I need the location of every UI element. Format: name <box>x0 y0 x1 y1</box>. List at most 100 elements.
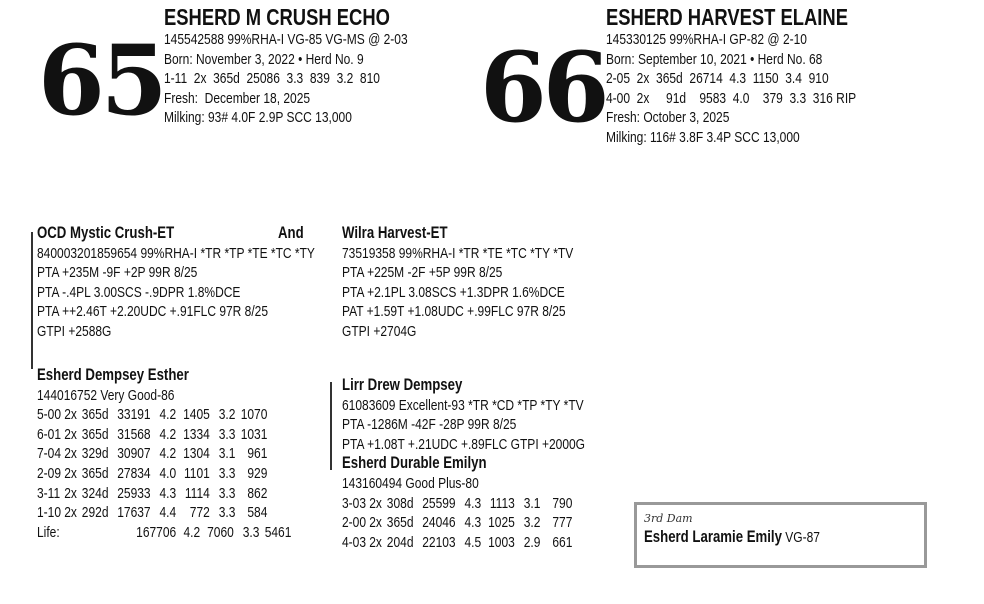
lot-66-line: Milking: 116# 3.8F 3.4P SCC 13,000 <box>606 128 800 146</box>
record-age: 4-03 <box>342 533 367 551</box>
record-age: 2-09 <box>37 464 62 482</box>
record-fat-pct: 4.4 <box>159 504 177 522</box>
record-milkings: 2x <box>64 445 77 463</box>
lot-66-line: Fresh: October 3, 2025 <box>606 109 730 127</box>
record-age: 5-00 <box>37 406 62 424</box>
record-pro: 584 <box>247 504 268 522</box>
sire-1-name: OCD Mystic Crush-ET <box>37 224 175 242</box>
lot-65-details: 145542588 99%RHA-I VG-85 VG-MS @ 2-03 Bo… <box>164 30 408 128</box>
sire-1-line: PTA ++2.46T +2.20UDC +.91FLC 97R 8/25 <box>37 303 269 321</box>
record-fat: 1113 <box>489 494 515 512</box>
record-fat: 1114 <box>184 484 210 502</box>
record-pro: 661 <box>552 533 573 551</box>
record-milkings: 2x <box>64 484 77 502</box>
record-row: 3-03 2x 308d 25599 4.3 1113 3.1 790 <box>342 494 585 514</box>
dam-1-life-row: Life: 167706 4.2 7060 3.3 5461 <box>37 523 291 543</box>
record-row: 1-10 2x 292d 17637 4.4 772 3.3 584 <box>37 503 291 523</box>
record-pro-pct: 3.3 <box>218 504 236 522</box>
record-age: 3-03 <box>342 494 367 512</box>
lot-66-line: 4-00 2x 91d 9583 4.0 379 3.3 316 RIP <box>606 89 857 107</box>
record-milk: 25933 <box>117 484 151 502</box>
record-milk: 22103 <box>422 533 456 551</box>
lot-66-line: Born: September 10, 2021 • Herd No. 68 <box>606 50 823 68</box>
record-row: 3-11 2x 324d 25933 4.3 1114 3.3 862 <box>37 484 291 504</box>
record-pro-pct: 3.3 <box>218 464 236 482</box>
record-fat-pct: 4.3 <box>464 514 482 532</box>
lot-65-line: 1-11 2x 365d 25086 3.3 839 3.2 810 <box>164 70 380 88</box>
lot-number-65: 65 <box>38 24 168 137</box>
sire-2-line: PTA +225M -2F +5P 99R 8/25 <box>342 264 503 282</box>
record-pro: 929 <box>247 464 268 482</box>
record-pro: 777 <box>552 514 573 532</box>
record-milkings: 2x <box>64 464 77 482</box>
record-days: 204d <box>386 533 414 551</box>
record-pro-pct: 3.1 <box>523 494 541 512</box>
record-fat: 1003 <box>488 533 515 551</box>
lot-66-name: ESHERD HARVEST ELAINE <box>606 4 848 30</box>
record-pro: 790 <box>552 494 573 512</box>
record-days: 329d <box>81 445 109 463</box>
record-days: 292d <box>81 504 109 522</box>
record-milk: 30907 <box>117 445 151 463</box>
lot-65-line: Fresh: December 18, 2025 <box>164 89 311 107</box>
record-row: 5-00 2x 365d 33191 4.2 1405 3.2 1070 <box>37 405 291 425</box>
record-fat-pct: 4.5 <box>464 533 482 551</box>
record-milk: 27834 <box>117 464 151 482</box>
third-dam-name: Esherd Laramie Emily <box>644 528 782 546</box>
sire-1-line: PTA +235M -9F +2P 99R 8/25 <box>37 264 198 282</box>
sire-1-line: GTPI +2588G <box>37 322 112 340</box>
record-days: 308d <box>386 494 414 512</box>
record-row: 4-03 2x 204d 22103 4.5 1003 2.9 661 <box>342 533 585 553</box>
third-dam-score: VG-87 <box>785 529 820 546</box>
record-fat: 772 <box>189 504 210 522</box>
lot-66-line: 2-05 2x 365d 26714 4.3 1150 3.4 910 <box>606 70 829 88</box>
third-dam-label: 3rd Dam <box>644 512 693 525</box>
dam-1-records: 5-00 2x 365d 33191 4.2 1405 3.2 1070 6-01 2x 365d 3… <box>37 405 291 523</box>
mgs-2-line: PTA +1.08T +.21UDC +.89FLC GTPI +2000G <box>342 435 586 453</box>
dam-1: Esherd Dempsey Esther 144016752 Very Goo… <box>37 366 291 542</box>
record-fat-pct: 4.2 <box>159 445 177 463</box>
record-fat: 1334 <box>183 425 210 443</box>
record-pro: 862 <box>247 484 268 502</box>
record-fat-pct: 4.2 <box>159 406 177 424</box>
record-pro-pct: 3.2 <box>523 514 541 532</box>
record-fat: 1101 <box>183 464 210 482</box>
dam-2-records: 3-03 2x 308d 25599 4.3 1113 3.1 790 2-00 2x 365d 24… <box>342 494 585 553</box>
life-fat-pct: 4.2 <box>183 523 201 541</box>
sire-1-line: 840003201859654 99%RHA-I *TR *TP *TE *TC… <box>37 244 315 262</box>
record-fat: 1025 <box>488 514 515 532</box>
sire-1: OCD Mystic Crush-ET 840003201859654 99%R… <box>37 224 315 342</box>
third-dam-box: 3rd Dam Esherd Laramie Emily VG-87 <box>634 502 927 568</box>
record-row: 7-04 2x 329d 30907 4.2 1304 3.1 961 <box>37 444 291 464</box>
record-milkings: 2x <box>64 504 77 522</box>
mgs-2-line: 61083609 Excellent-93 *TR *CD *TP *TY *T… <box>342 396 584 414</box>
third-dam-info: Esherd Laramie Emily VG-87 <box>644 528 820 548</box>
sire-2: Wilra Harvest-ET 73519358 99%RHA-I *TR *… <box>342 224 573 342</box>
sire-1-line: PTA -.4PL 3.00SCS -.9DPR 1.8%DCE <box>37 283 241 301</box>
record-milkings: 2x <box>369 494 382 512</box>
mgs-2-name: Lirr Drew Dempsey <box>342 376 463 394</box>
record-age: 3-11 <box>37 484 61 502</box>
record-pro-pct: 2.9 <box>523 533 541 551</box>
life-label: Life: <box>37 523 60 541</box>
record-milk: 31568 <box>117 425 151 443</box>
lot-66-info: ESHERD HARVEST ELAINE 145330125 99%RHA-I… <box>606 4 856 148</box>
record-fat-pct: 4.3 <box>464 494 482 512</box>
sire-2-line: 73519358 99%RHA-I *TR *TE *TC *TY *TV <box>342 244 574 262</box>
lot-66-line: 145330125 99%RHA-I GP-82 @ 2-10 <box>606 31 807 48</box>
record-pro-pct: 3.1 <box>218 445 236 463</box>
dam-1-name: Esherd Dempsey Esther <box>37 366 189 384</box>
mgs-2-line: PTA -1286M -42F -28P 99R 8/25 <box>342 416 517 434</box>
record-row: 6-01 2x 365d 31568 4.2 1334 3.3 1031 <box>37 425 291 445</box>
record-pro: 1031 <box>240 425 268 443</box>
sire-2-line: PTA +2.1PL 3.08SCS +1.3DPR 1.6%DCE <box>342 283 565 301</box>
record-row: 2-00 2x 365d 24046 4.3 1025 3.2 777 <box>342 513 585 533</box>
record-pro-pct: 3.2 <box>218 406 236 424</box>
lot-65-name: ESHERD M CRUSH ECHO <box>164 4 390 30</box>
record-age: 7-04 <box>37 445 62 463</box>
lot-65-line: Milking: 93# 4.0F 2.9P SCC 13,000 <box>164 109 352 127</box>
record-milkings: 2x <box>64 406 77 424</box>
record-pro: 1070 <box>240 406 268 424</box>
record-days: 365d <box>81 425 109 443</box>
record-milk: 33191 <box>117 406 151 424</box>
